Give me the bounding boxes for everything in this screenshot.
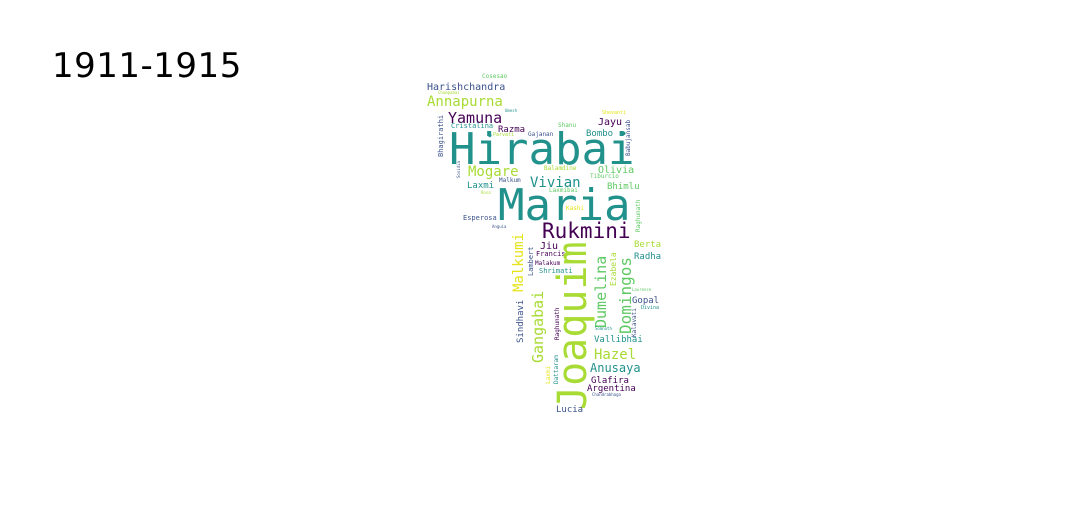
word-kalavati: Kalavati xyxy=(631,308,638,337)
word-razma: Razma xyxy=(498,125,526,135)
word-laxmi-2: Laxmi xyxy=(545,365,552,384)
word-gangabai: Gangabai xyxy=(529,290,547,363)
word-shevanti: Shevanti xyxy=(602,110,627,116)
word-bombo: Bombo xyxy=(586,129,614,139)
word-anguia: Anguia xyxy=(492,224,507,229)
word-vivian: Vivian xyxy=(530,175,581,191)
word-rukmini: Rukmini xyxy=(542,219,631,243)
word-bhagirathi: Bhagirathi xyxy=(437,114,445,157)
word-olivia: Olivia xyxy=(598,165,635,176)
word-balamdine: Balamdine xyxy=(544,165,577,172)
word-kashi: Kashi xyxy=(566,205,585,212)
word-malkum: Malkum xyxy=(499,177,521,184)
word-tiburcio: Tiburcio xyxy=(590,173,619,180)
word-somnath: Somnath xyxy=(595,326,612,331)
word-cosesao: Cosesao xyxy=(482,73,508,80)
word-hirabai: Hirabai xyxy=(449,124,635,175)
word-chandrabhaga: Chandrabhaga xyxy=(592,392,621,397)
word-annapurna: Annapurna xyxy=(427,94,503,110)
word-glafira: Glafira xyxy=(591,376,629,386)
dot-marker: ● xyxy=(488,132,492,139)
word-laxmibai: Laxmibai xyxy=(549,187,578,194)
word-champabai: Champabai xyxy=(438,90,460,95)
word-argentina: Argentina xyxy=(587,384,636,394)
word-laxmi: Laxmi xyxy=(467,181,495,191)
word-yamuna: Yamuna xyxy=(448,109,503,127)
word-esperosa: Esperosa xyxy=(463,214,497,222)
word-lambert: Lambert xyxy=(527,246,535,276)
word-maria: Maria xyxy=(498,180,631,231)
page-title: 1911-1915 xyxy=(52,46,242,86)
word-jayu: Jayu xyxy=(598,117,623,128)
word-raghunath-2: Raghunath xyxy=(554,307,561,340)
word-mogare: Mogare xyxy=(468,164,519,180)
word-gajanan: Gajanan xyxy=(528,131,554,138)
word-jiu: Jiu xyxy=(540,241,559,252)
word-francis: Francis xyxy=(536,250,566,258)
word-vallibhai: Vallibhai xyxy=(594,335,643,345)
word-shanu: Shanu xyxy=(558,122,577,129)
word-malkumi: Malkumi xyxy=(511,232,527,292)
word-bhimlu: Bhimlu xyxy=(607,182,640,192)
word-cristalina: Cristalina xyxy=(451,122,494,130)
word-raghunath: Raghunath xyxy=(635,199,642,232)
word-malakum: Malakum xyxy=(535,260,561,267)
word-lucia: Lucia xyxy=(556,405,584,415)
word-rosa: Rosa xyxy=(481,190,491,195)
word-sosidia: Sosidia xyxy=(456,161,461,178)
word-divina: Divina xyxy=(641,305,660,311)
word-dumelina: Dumelina xyxy=(592,255,610,328)
word-berta: Berta xyxy=(634,240,662,250)
word-radha: Radha xyxy=(634,252,662,262)
word-sindhavi: Sindhavi xyxy=(516,299,526,343)
word-umesh: Umesh xyxy=(505,108,518,113)
word-dattaram: Dattaram xyxy=(553,355,560,384)
dot-marker: ● xyxy=(622,130,626,137)
word-shrimati: Shrimati xyxy=(539,267,573,275)
word-parvati: Parvati xyxy=(493,132,515,138)
word-laurence: Laurence xyxy=(632,287,652,292)
word-gopal: Gopal xyxy=(632,296,660,306)
word-anusaya: Anusaya xyxy=(590,361,641,375)
word-harishchandra: Harishchandra xyxy=(427,82,506,93)
word-hazel: Hazel xyxy=(594,347,637,363)
